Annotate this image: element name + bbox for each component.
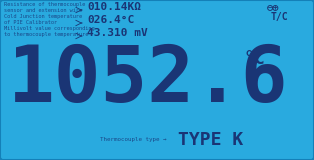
Text: T/C: T/C: [271, 12, 289, 22]
Text: 1052.6: 1052.6: [8, 42, 288, 118]
Text: sensor and extension wire: sensor and extension wire: [4, 8, 82, 13]
Text: ⊖⊕: ⊖⊕: [267, 2, 279, 12]
Text: 010.14KΩ: 010.14KΩ: [87, 2, 141, 12]
Text: Thermocouple type →: Thermocouple type →: [100, 137, 166, 143]
Text: 026.4°C: 026.4°C: [87, 15, 134, 25]
Text: to thermocouple temperature: to thermocouple temperature: [4, 32, 88, 37]
Text: Cold Junction temperature: Cold Junction temperature: [4, 14, 82, 19]
Text: of PIE Calibrator: of PIE Calibrator: [4, 20, 57, 25]
Text: °C: °C: [243, 50, 265, 68]
Text: 43.310 mV: 43.310 mV: [87, 28, 148, 38]
Text: Resistance of thermocouple: Resistance of thermocouple: [4, 2, 85, 7]
Text: Millivolt value corresponding: Millivolt value corresponding: [4, 26, 95, 31]
Text: TYPE K: TYPE K: [178, 131, 243, 149]
